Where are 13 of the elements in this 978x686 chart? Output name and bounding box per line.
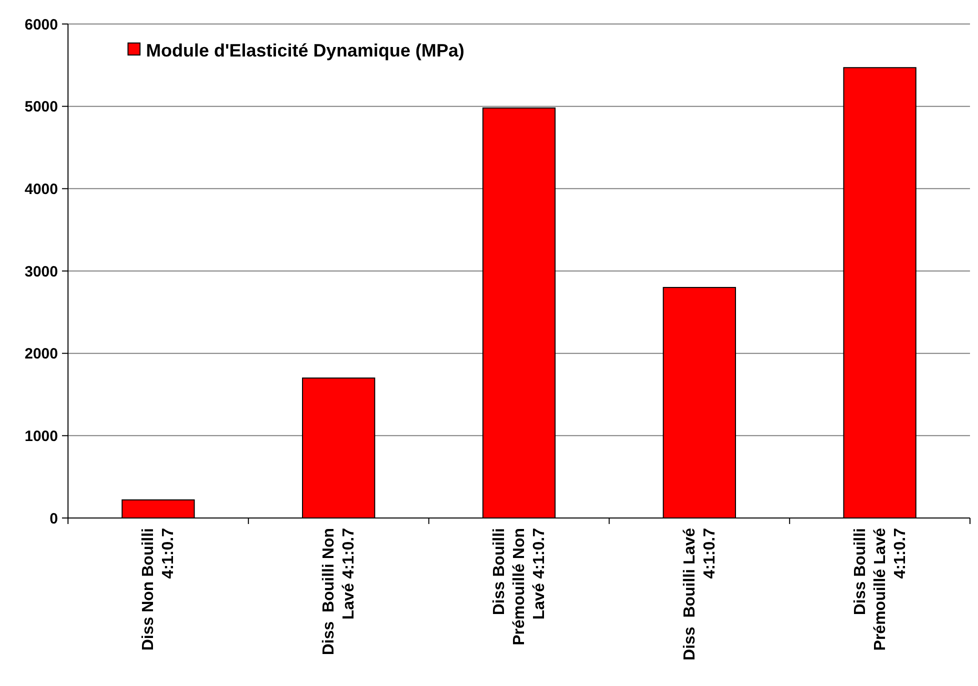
y-tick-label: 1000 <box>24 428 58 445</box>
x-tick-label: Diss Non Bouilli 4:1:0.7 <box>140 528 178 651</box>
x-tick-label: Diss Bouilli Non Lavé 4:1:0.7 <box>320 528 358 656</box>
legend-label: Module d'Elasticité Dynamique (MPa) <box>146 40 464 60</box>
y-tick-label: 4000 <box>24 180 58 198</box>
y-tick-label: 5000 <box>24 98 58 116</box>
x-tick-label: Diss Bouilli Prémouillé Non Lavé 4:1:0.7 <box>491 528 548 646</box>
x-tick-label: Diss Bouilli Prémouillé Lavé 4:1:0.7 <box>852 528 909 651</box>
y-tick-label: 2000 <box>24 346 58 363</box>
y-tick-label: 6000 <box>24 16 58 34</box>
x-tick-label: Diss Bouilli Lavé 4:1:0.7 <box>681 528 718 660</box>
y-tick-label: 3000 <box>24 263 58 280</box>
y-tick-label: 0 <box>50 510 58 528</box>
